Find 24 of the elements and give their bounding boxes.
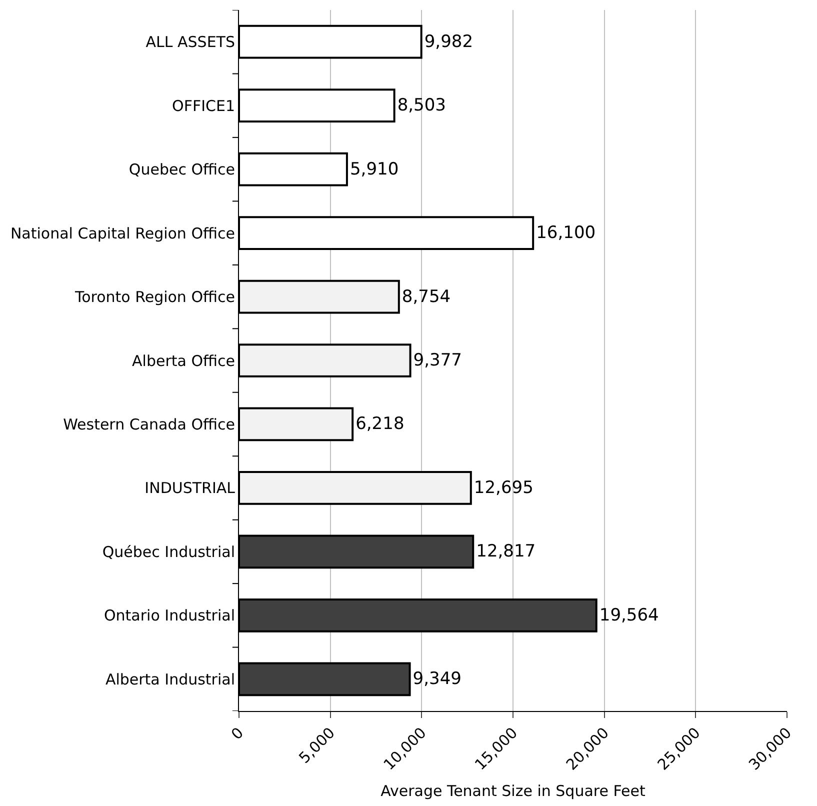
y-tick-label: Alberta Industrial — [105, 670, 235, 688]
y-tick-label: Toronto Region Office — [74, 288, 235, 306]
y-tick-label: Québec Industrial — [102, 542, 235, 561]
data-label: 6,218 — [356, 414, 404, 434]
data-label: 8,754 — [402, 286, 451, 307]
data-label: 12,817 — [476, 542, 536, 562]
y-tick-label: ALL ASSETS — [146, 33, 235, 52]
data-label: 9,982 — [424, 32, 474, 52]
data-label: 9,377 — [413, 350, 462, 370]
y-tick-label: Quebec Office — [128, 160, 235, 179]
y-tick-label: National Capital Region Office — [10, 224, 235, 242]
y-tick-label: Ontario Industrial — [104, 606, 235, 625]
data-label: 12,695 — [474, 478, 534, 498]
data-label: 9,349 — [412, 669, 462, 690]
y-tick-label: INDUSTRIAL — [144, 479, 236, 498]
y-tick-label: Alberta Office — [132, 352, 235, 370]
data-label: 8,503 — [397, 96, 446, 116]
x-tick-label: 0 — [228, 724, 248, 744]
y-tick-label: Western Canada Office — [63, 415, 235, 434]
y-tick-label: OFFICE1 — [172, 96, 235, 115]
x-axis-title: Average Tenant Size in Square Feet — [380, 782, 646, 800]
data-label: 5,910 — [350, 159, 399, 180]
data-label: 19,564 — [599, 605, 659, 626]
data-label: 16,100 — [536, 223, 596, 244]
